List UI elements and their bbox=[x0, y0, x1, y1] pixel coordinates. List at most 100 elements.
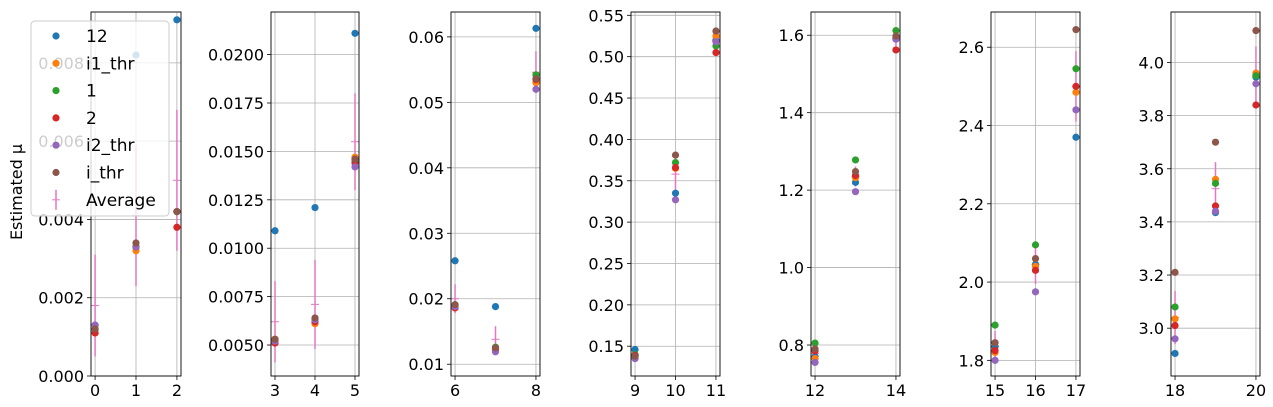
legend-label: Average bbox=[86, 191, 156, 211]
point-1 bbox=[1072, 65, 1080, 73]
x-tick-label: 17 bbox=[1066, 381, 1086, 400]
y-tick-label: 4.0 bbox=[1139, 53, 1164, 72]
point-i2_thr bbox=[1211, 207, 1220, 215]
plot-area bbox=[991, 26, 1080, 364]
y-tick-label: 0.04 bbox=[408, 159, 444, 178]
point-i1_thr bbox=[712, 32, 720, 40]
x-tick-label: 14 bbox=[886, 381, 906, 400]
y-tick-label: 2.2 bbox=[959, 195, 984, 214]
panel-5: 12 14 0.8 1.0 1.2 1.4 1.6 bbox=[779, 11, 906, 400]
y-tick-label: 0.06 bbox=[408, 28, 444, 47]
legend-marker-i2_thr bbox=[52, 141, 60, 149]
point-i2_thr bbox=[991, 356, 999, 364]
plot-area bbox=[1171, 26, 1260, 358]
point-i2_thr bbox=[671, 196, 680, 204]
y-tick-label: 0.03 bbox=[408, 224, 444, 243]
y-tick-label: 0.55 bbox=[588, 6, 624, 25]
y-tick-label: 1.4 bbox=[779, 104, 804, 123]
panel-3: 6 8 0.01 0.02 0.03 0.04 0.05 0.06 bbox=[408, 11, 541, 400]
point-i2_thr bbox=[811, 358, 819, 367]
y-tick-label: 0.25 bbox=[588, 254, 624, 273]
point-2 bbox=[173, 223, 181, 231]
panel-4: 9 10 11 0.15 0.20 0.25 0.30 0.35 0.40 0.45 0.50 0.5… bbox=[588, 6, 726, 400]
chart-panels: 0120.0000.0020.0040.0060.0083450.00500.0… bbox=[38, 6, 1266, 400]
y-tick-label: 0.0175 bbox=[208, 94, 264, 113]
y-tick-label: 0.002 bbox=[38, 289, 84, 308]
plot-area bbox=[271, 29, 359, 363]
point-i_thr bbox=[351, 155, 359, 163]
y-tick-label: 3.8 bbox=[1139, 107, 1164, 126]
point-i2_thr bbox=[851, 188, 860, 196]
point-i_thr bbox=[811, 345, 819, 353]
point-1 bbox=[892, 26, 900, 35]
point-i_thr bbox=[173, 208, 181, 216]
point-i_thr bbox=[311, 314, 319, 322]
point-12 bbox=[1072, 133, 1080, 141]
point-1 bbox=[811, 339, 819, 347]
point-i_thr bbox=[451, 301, 459, 309]
point-i2_thr bbox=[712, 38, 720, 46]
panel-2: 3 4 5 0.0050 0.0075 0.0100 0.0125 0.0150 0.0175 0… bbox=[208, 11, 360, 400]
y-tick-label: 0.0075 bbox=[208, 288, 264, 307]
y-axis-label: Estimated μ bbox=[7, 144, 26, 240]
point-12 bbox=[631, 345, 639, 354]
point-1 bbox=[1031, 241, 1040, 249]
x-tick-label: 8 bbox=[531, 381, 541, 400]
point-2 bbox=[1252, 101, 1260, 109]
point-2 bbox=[1031, 266, 1040, 274]
axes-frame bbox=[630, 11, 721, 377]
point-i2_thr bbox=[351, 163, 359, 171]
point-2 bbox=[991, 346, 999, 355]
x-tick-label: 5 bbox=[350, 381, 360, 400]
y-tick-label: 3.2 bbox=[1139, 266, 1164, 285]
point-1 bbox=[1211, 179, 1220, 187]
y-tick-label: 0.01 bbox=[408, 355, 444, 374]
point-i_thr bbox=[532, 75, 540, 83]
point-1 bbox=[1171, 303, 1179, 311]
x-tick-label: 10 bbox=[665, 381, 685, 400]
point-i1_thr bbox=[1072, 88, 1080, 96]
y-tick-label: 3.6 bbox=[1139, 160, 1164, 179]
point-i2_thr bbox=[1171, 335, 1179, 343]
point-1 bbox=[851, 156, 860, 164]
x-tick-label: 3 bbox=[270, 381, 280, 400]
point-2 bbox=[712, 48, 720, 57]
point-i_thr bbox=[892, 32, 900, 40]
x-tick-label: 1 bbox=[131, 381, 141, 400]
plot-area bbox=[451, 24, 540, 356]
point-12 bbox=[271, 227, 279, 235]
y-tick-label: 0.02 bbox=[408, 290, 444, 309]
legend-label: 1 bbox=[86, 82, 97, 102]
y-tick-label: 0.40 bbox=[588, 130, 624, 149]
y-tick-label: 0.0150 bbox=[208, 142, 264, 161]
point-2 bbox=[1171, 321, 1179, 330]
axes-frame bbox=[1170, 11, 1261, 377]
point-12 bbox=[671, 189, 680, 197]
legend-marker-i_thr bbox=[52, 168, 60, 177]
y-tick-label: 2.4 bbox=[959, 117, 984, 136]
point-12 bbox=[1171, 349, 1179, 358]
x-tick-label: 16 bbox=[1025, 381, 1045, 400]
y-tick-label: 2.0 bbox=[959, 273, 984, 292]
panel-7: 18 20 3.0 3.2 3.4 3.6 3.8 4.0 bbox=[1139, 11, 1266, 400]
point-i2_thr bbox=[1072, 106, 1080, 114]
y-tick-label: 0.000 bbox=[38, 367, 84, 386]
y-tick-label: 0.15 bbox=[588, 337, 624, 356]
x-tick-label: 20 bbox=[1246, 381, 1266, 400]
legend-marker-2 bbox=[52, 114, 60, 122]
point-12 bbox=[351, 29, 359, 37]
plot-area bbox=[631, 27, 720, 363]
y-tick-label: 0.05 bbox=[408, 93, 444, 112]
legend-label: 2 bbox=[86, 109, 97, 129]
legend-marker-12 bbox=[52, 32, 60, 40]
x-tick-label: 2 bbox=[172, 381, 182, 400]
x-tick-label: 18 bbox=[1165, 381, 1185, 400]
y-tick-label: 1.8 bbox=[959, 351, 984, 370]
point-i_thr bbox=[991, 339, 999, 347]
point-2 bbox=[1072, 82, 1080, 90]
point-1 bbox=[671, 158, 680, 167]
y-tick-label: 1.6 bbox=[779, 26, 804, 45]
point-12 bbox=[173, 16, 181, 24]
point-i_thr bbox=[1031, 254, 1040, 263]
